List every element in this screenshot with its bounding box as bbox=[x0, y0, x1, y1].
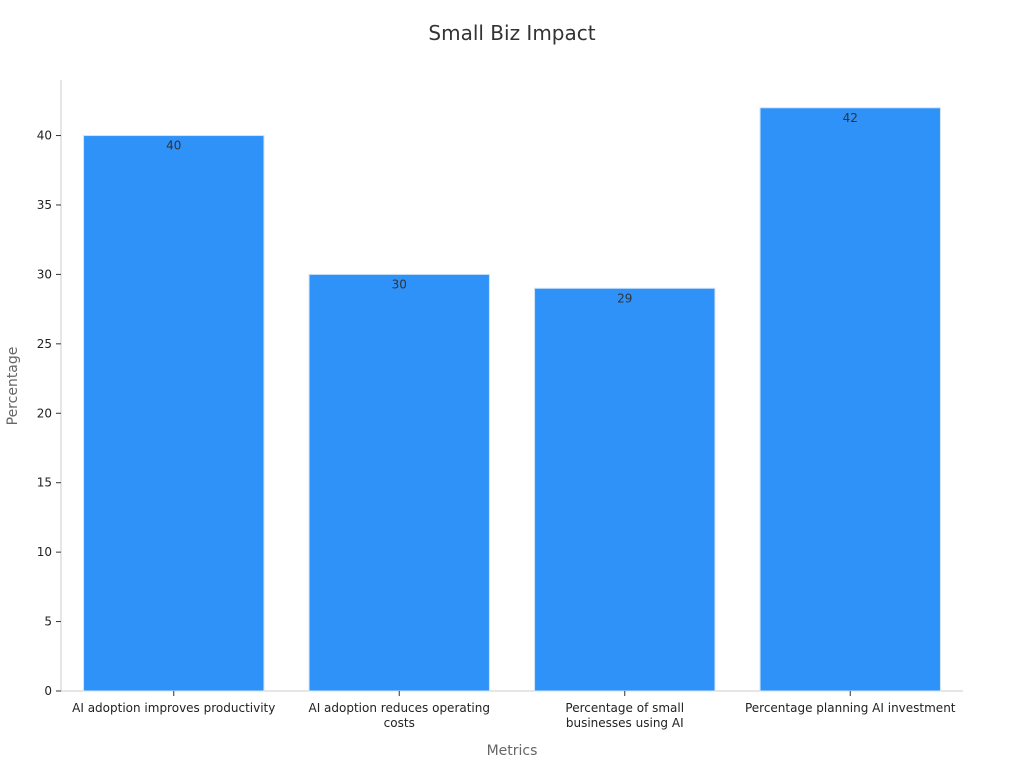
data-label: 30 bbox=[392, 277, 407, 291]
plot-area: 0 5 10 15 20 25 30 35 40 40 AI adoption improves p… bbox=[37, 80, 963, 730]
x-tick-label: businesses using AI bbox=[566, 716, 684, 730]
y-tick-label: 15 bbox=[37, 476, 52, 490]
data-label: 29 bbox=[617, 291, 632, 305]
bar bbox=[308, 273, 490, 692]
y-tick-label: 35 bbox=[37, 198, 52, 212]
bar bbox=[83, 135, 265, 692]
y-tick-label: 40 bbox=[37, 129, 52, 143]
x-tick-label: costs bbox=[384, 716, 415, 730]
x-tick-label: AI adoption reduces operating bbox=[308, 701, 490, 715]
y-axis-title: Percentage bbox=[5, 347, 21, 426]
data-label: 42 bbox=[843, 111, 858, 125]
x-tick-label: AI adoption improves productivity bbox=[72, 701, 275, 715]
y-tick-label: 30 bbox=[37, 267, 52, 281]
y-tick-label: 0 bbox=[44, 684, 52, 698]
chart-title: Small Biz Impact bbox=[428, 21, 595, 45]
x-tick-label: Percentage of small bbox=[565, 701, 684, 715]
x-tick-label: Percentage planning AI investment bbox=[745, 701, 956, 715]
y-tick-label: 10 bbox=[37, 545, 52, 559]
data-label: 40 bbox=[166, 139, 181, 153]
bar bbox=[534, 287, 716, 692]
bar bbox=[759, 107, 941, 692]
y-tick-label: 25 bbox=[37, 337, 52, 351]
x-axis-title: Metrics bbox=[487, 743, 538, 759]
y-tick-label: 20 bbox=[37, 406, 52, 420]
y-tick-label: 5 bbox=[44, 615, 52, 629]
